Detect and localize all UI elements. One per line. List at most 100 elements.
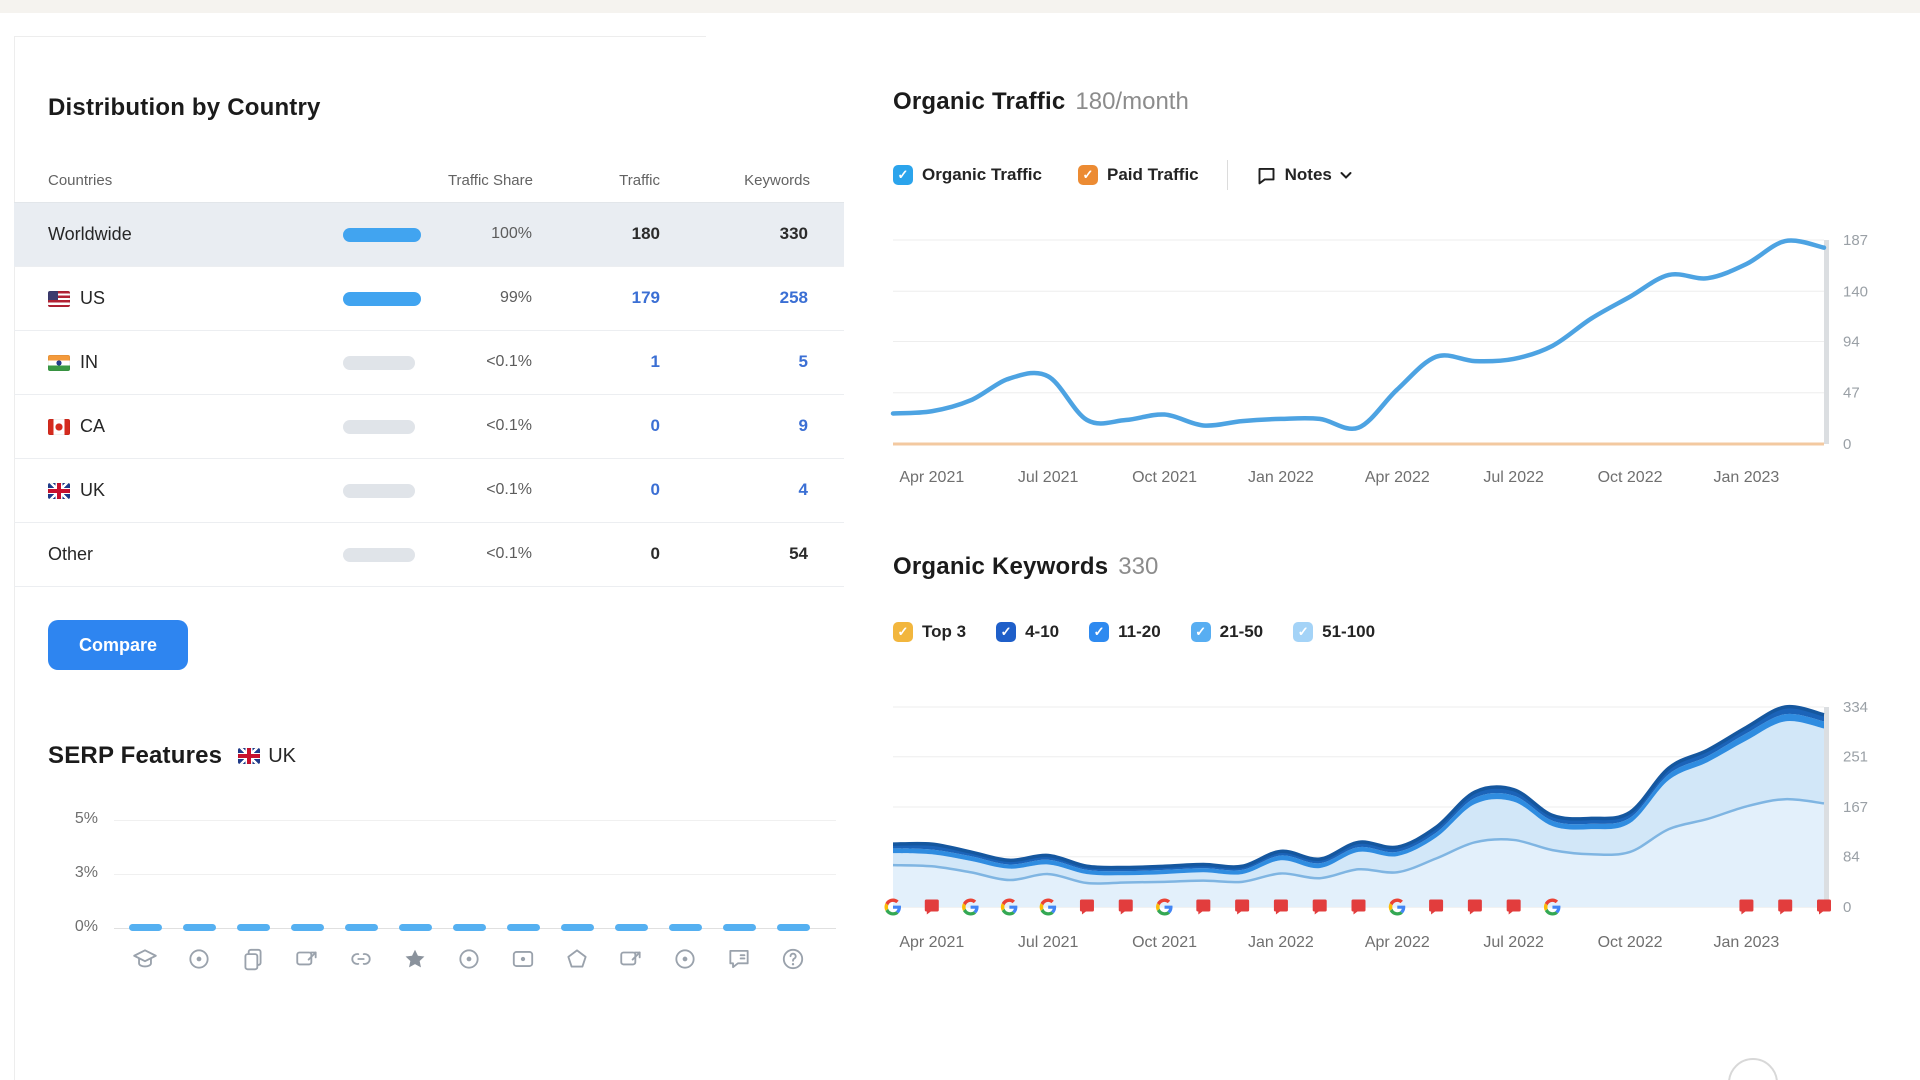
- organic-checkbox-icon[interactable]: ✓: [893, 165, 913, 185]
- serp-ytick-label: 3%: [74, 864, 98, 881]
- traffic-value[interactable]: 0: [650, 480, 660, 499]
- organic-traffic-toggle[interactable]: ✓ Organic Traffic: [893, 165, 1042, 185]
- traffic-value[interactable]: 0: [650, 416, 660, 435]
- serp-region-label: UK: [268, 744, 297, 767]
- keyword-range-toggle-21-50[interactable]: ✓ 21-50: [1190, 622, 1264, 642]
- svg-text:Jul 2021: Jul 2021: [1018, 469, 1079, 486]
- keyword-range-toggle-51-100[interactable]: ✓ 51-100: [1293, 622, 1375, 642]
- image-arrow-icon[interactable]: [618, 946, 644, 972]
- svg-text:334: 334: [1843, 699, 1868, 716]
- paid-traffic-toggle[interactable]: ✓ Paid Traffic: [1077, 165, 1199, 185]
- serp-feature-bar[interactable]: [128, 924, 162, 931]
- svg-text:Apr 2021: Apr 2021: [899, 469, 964, 486]
- range-label: Top 3: [922, 622, 967, 641]
- organic-traffic-header: Organic Traffic 180/month: [893, 88, 1189, 116]
- svg-text:Oct 2021: Oct 2021: [1132, 934, 1197, 951]
- keyword-range-toggle-11-20[interactable]: ✓ 11-20: [1089, 622, 1161, 642]
- serp-feature-bar[interactable]: [344, 924, 378, 931]
- keywords-value[interactable]: 5: [798, 352, 808, 371]
- serp-gridline: [114, 820, 836, 821]
- traffic-share-bar: [343, 292, 421, 306]
- country-label: CA: [80, 416, 106, 436]
- paid-traffic-toggle-label: Paid Traffic: [1106, 165, 1199, 184]
- range-checkbox-icon[interactable]: ✓: [1089, 622, 1110, 642]
- serp-feature-bar[interactable]: [452, 924, 486, 931]
- serp-feature-bar[interactable]: [668, 924, 702, 931]
- serp-feature-bar[interactable]: [290, 924, 324, 931]
- chat-icon[interactable]: [726, 946, 752, 972]
- note-markers[interactable]: [884, 898, 1831, 916]
- traffic-share-bar: [343, 228, 421, 242]
- chevron-down-icon: [1340, 172, 1352, 179]
- svg-text:Jan 2023: Jan 2023: [1713, 934, 1779, 951]
- range-label: 21-50: [1219, 622, 1264, 641]
- target-icon[interactable]: [672, 946, 698, 972]
- svg-text:Apr 2022: Apr 2022: [1365, 934, 1430, 951]
- pages-icon[interactable]: [240, 946, 266, 972]
- keywords-value: 54: [789, 544, 808, 563]
- help-icon[interactable]: [780, 946, 806, 972]
- traffic-value[interactable]: 179: [631, 288, 660, 307]
- image-arrow-icon[interactable]: [294, 946, 320, 972]
- keywords-value[interactable]: 258: [779, 288, 808, 307]
- keywords-value[interactable]: 4: [798, 480, 808, 499]
- country-label: UK: [80, 480, 106, 500]
- serp-feature-bar[interactable]: [236, 924, 270, 931]
- country-label: IN: [80, 352, 98, 372]
- chat-widget-icon[interactable]: [1728, 1058, 1778, 1080]
- notes-dropdown[interactable]: Notes: [1256, 165, 1353, 186]
- notes-bubble-icon: [1258, 167, 1275, 184]
- svg-text:187: 187: [1843, 232, 1868, 249]
- range-checkbox-icon[interactable]: ✓: [996, 622, 1017, 642]
- col-traffic: Traffic: [619, 172, 660, 189]
- traffic-share-bar: [343, 356, 415, 370]
- traffic-share-value: 100%: [491, 225, 532, 242]
- notes-label: Notes: [1284, 165, 1332, 184]
- target-icon[interactable]: [186, 946, 212, 972]
- range-checkbox-icon[interactable]: ✓: [1293, 622, 1314, 642]
- serp-feature-bar[interactable]: [182, 924, 216, 931]
- paid-checkbox-icon[interactable]: ✓: [1077, 165, 1098, 185]
- serp-feature-bar[interactable]: [506, 924, 540, 931]
- svg-text:Jul 2022: Jul 2022: [1483, 469, 1544, 486]
- svg-text:Jan 2022: Jan 2022: [1248, 934, 1314, 951]
- country-label: Other: [48, 544, 94, 564]
- range-checkbox-icon[interactable]: ✓: [893, 622, 913, 642]
- svg-text:94: 94: [1843, 333, 1860, 350]
- range-label: 51-100: [1322, 622, 1376, 641]
- organic-traffic-chart[interactable]: 0 47 94 140 187 Apr 2021 Jul 2021 Oct 2021 Jan 2…: [880, 190, 1920, 500]
- table-row: US 99% 179 258: [14, 267, 844, 331]
- serp-feature-bar[interactable]: [614, 924, 648, 931]
- traffic-value: 0: [650, 544, 660, 563]
- serp-feature-bar[interactable]: [398, 924, 432, 931]
- target-icon[interactable]: [456, 946, 482, 972]
- keyword-range-toggle-top3[interactable]: ✓ Top 3: [893, 622, 966, 642]
- organic-keywords-chart[interactable]: 0 84 167 251 334 Apr 2021 Jul 2021 Oct 2021 Jan …: [880, 640, 1920, 970]
- panel-top-border: [14, 36, 706, 37]
- traffic-share-value: <0.1%: [486, 481, 532, 498]
- pentagon-icon[interactable]: [564, 946, 590, 972]
- video-icon[interactable]: [510, 946, 536, 972]
- link-icon[interactable]: [348, 946, 374, 972]
- range-checkbox-icon[interactable]: ✓: [1190, 622, 1211, 642]
- serp-feature-bar[interactable]: [560, 924, 594, 931]
- uk-flag-icon: [238, 748, 261, 764]
- traffic-value[interactable]: 1: [650, 352, 660, 371]
- svg-text:Jul 2021: Jul 2021: [1018, 934, 1079, 951]
- serp-feature-bar[interactable]: [722, 924, 756, 931]
- serp-feature-bar[interactable]: [776, 924, 810, 931]
- keywords-value[interactable]: 9: [798, 416, 808, 435]
- traffic-value: 180: [631, 224, 660, 243]
- star-icon[interactable]: [402, 946, 428, 972]
- graduation-cap-icon[interactable]: [132, 946, 158, 972]
- country-label: US: [80, 288, 106, 308]
- organic-traffic-title: Organic Traffic: [893, 88, 1066, 115]
- svg-text:Apr 2022: Apr 2022: [1365, 469, 1430, 486]
- serp-features-chart[interactable]: 5% 3% 0%: [50, 800, 860, 990]
- range-label: 11-20: [1118, 622, 1161, 641]
- country-label: Worldwide: [48, 224, 132, 244]
- keyword-range-toggle-4-10[interactable]: ✓ 4-10: [996, 622, 1059, 642]
- compare-button[interactable]: Compare: [48, 620, 188, 670]
- traffic-share-bar: [343, 420, 415, 434]
